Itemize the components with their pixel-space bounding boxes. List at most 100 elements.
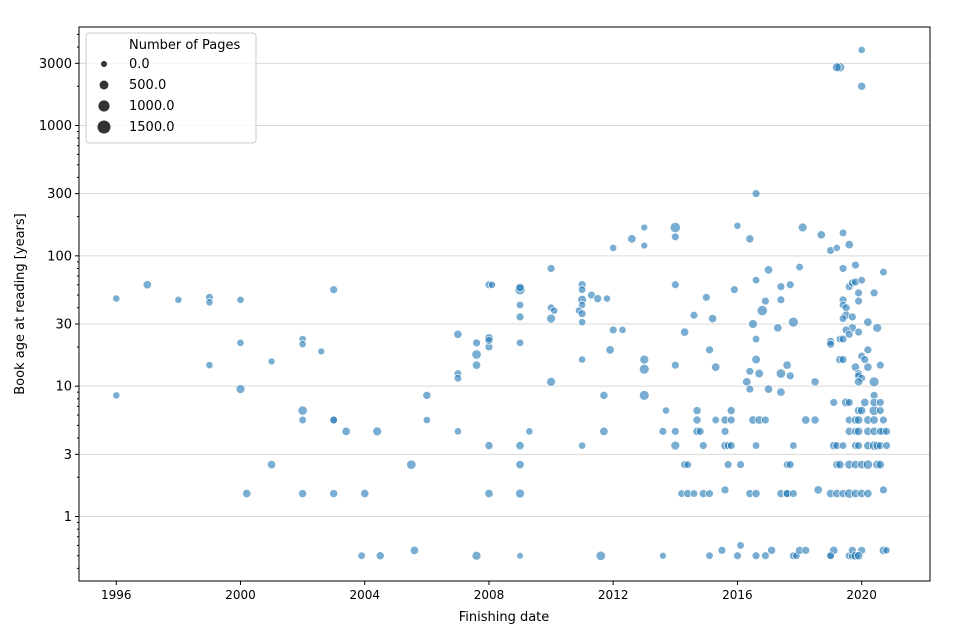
data-point bbox=[484, 441, 494, 451]
data-point bbox=[756, 305, 768, 317]
x-tick-label: 2016 bbox=[722, 588, 753, 602]
data-point bbox=[863, 317, 873, 327]
plot-frame bbox=[78, 26, 931, 582]
y-tick-label: 300 bbox=[47, 187, 72, 202]
data-point bbox=[627, 234, 637, 244]
data-point bbox=[742, 377, 752, 387]
data-point bbox=[813, 485, 823, 495]
data-point bbox=[854, 327, 863, 337]
data-point bbox=[751, 276, 761, 285]
data-point bbox=[857, 81, 867, 91]
data-point bbox=[876, 360, 885, 370]
data-point bbox=[835, 460, 845, 470]
data-point bbox=[751, 489, 761, 498]
data-point bbox=[832, 62, 842, 73]
data-point bbox=[848, 312, 857, 322]
legend-box bbox=[85, 32, 257, 144]
data-point bbox=[659, 551, 667, 560]
data-point bbox=[409, 545, 419, 555]
data-point bbox=[745, 234, 755, 244]
data-point bbox=[341, 426, 351, 436]
data-point bbox=[844, 240, 854, 250]
data-point bbox=[453, 374, 463, 383]
data-point bbox=[638, 363, 650, 375]
data-point bbox=[515, 488, 525, 499]
data-point bbox=[775, 368, 786, 379]
data-point bbox=[882, 427, 891, 436]
legend-title: Number of Pages bbox=[129, 38, 240, 53]
data-point bbox=[838, 228, 848, 238]
data-point bbox=[872, 323, 883, 333]
data-point bbox=[879, 485, 888, 495]
x-axis-ticks: 1996 2000 2004 2008 2012 2016 2020 bbox=[101, 581, 877, 602]
y-axis-label: Book age at reading [years] bbox=[13, 213, 28, 394]
data-point bbox=[578, 355, 587, 364]
data-point bbox=[683, 460, 692, 469]
data-point bbox=[372, 426, 382, 437]
data-point bbox=[546, 313, 556, 324]
data-point bbox=[797, 222, 808, 233]
data-point bbox=[698, 441, 708, 450]
data-point bbox=[669, 221, 681, 234]
x-axis-label: Finishing date bbox=[459, 610, 550, 625]
data-point bbox=[702, 293, 711, 302]
data-point bbox=[658, 427, 668, 436]
data-point bbox=[736, 460, 745, 469]
data-point bbox=[751, 334, 761, 344]
data-point bbox=[375, 551, 385, 561]
data-point bbox=[748, 319, 758, 329]
data-point bbox=[472, 338, 481, 348]
data-point bbox=[801, 546, 811, 555]
data-point bbox=[801, 415, 811, 425]
data-point bbox=[705, 489, 714, 498]
data-point bbox=[826, 551, 835, 560]
data-point bbox=[605, 345, 615, 355]
data-point bbox=[242, 488, 252, 499]
data-point bbox=[640, 223, 649, 232]
data-point bbox=[736, 541, 745, 550]
data-point bbox=[618, 325, 627, 334]
x-tick-label: 1996 bbox=[101, 588, 132, 602]
data-point bbox=[671, 280, 680, 290]
data-point bbox=[516, 552, 524, 560]
data-point bbox=[692, 415, 702, 425]
data-point bbox=[671, 427, 680, 436]
data-point bbox=[726, 415, 736, 425]
data-point bbox=[235, 384, 246, 394]
data-point bbox=[882, 441, 891, 450]
data-point bbox=[639, 354, 650, 365]
legend-label: 500.0 bbox=[129, 78, 166, 93]
data-point bbox=[876, 398, 885, 407]
data-point bbox=[860, 397, 870, 408]
legend-marker bbox=[97, 120, 111, 134]
data-point bbox=[723, 460, 733, 469]
data-point bbox=[761, 551, 770, 561]
data-point bbox=[680, 327, 690, 337]
data-point bbox=[844, 398, 854, 407]
legend-marker bbox=[101, 61, 107, 67]
data-point bbox=[515, 312, 525, 322]
y-tick-label: 1 bbox=[64, 510, 72, 525]
data-point bbox=[751, 441, 761, 450]
y-tick-label: 100 bbox=[47, 249, 72, 264]
data-point bbox=[142, 280, 152, 290]
data-point bbox=[112, 391, 121, 400]
data-point bbox=[745, 367, 755, 376]
data-point bbox=[857, 276, 866, 285]
data-point bbox=[406, 459, 417, 470]
x-tick-label: 2008 bbox=[474, 588, 505, 602]
data-point bbox=[602, 294, 612, 303]
data-point bbox=[782, 360, 792, 370]
data-point bbox=[471, 349, 482, 360]
x-tick-label: 2012 bbox=[598, 588, 629, 602]
data-point bbox=[329, 415, 338, 425]
data-point bbox=[726, 406, 736, 415]
data-point bbox=[515, 460, 525, 470]
data-point bbox=[841, 303, 851, 313]
data-point bbox=[853, 377, 864, 387]
data-point bbox=[853, 551, 864, 561]
data-point bbox=[711, 415, 720, 425]
data-point bbox=[829, 398, 839, 407]
data-point bbox=[236, 338, 245, 347]
y-tick-label: 30 bbox=[55, 317, 72, 332]
